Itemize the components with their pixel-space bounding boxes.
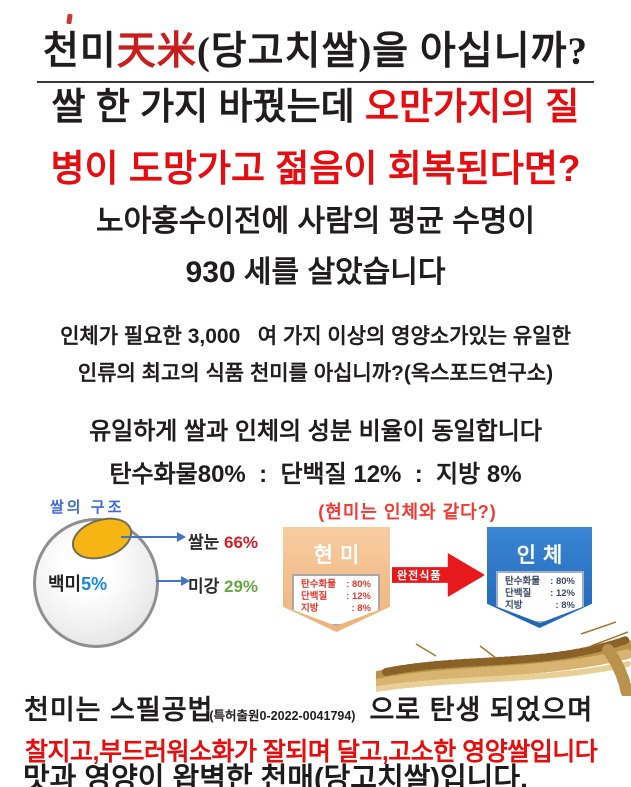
bran-arrow: [156, 580, 182, 582]
headline-line1-red: 오만가지의 질: [364, 86, 580, 127]
taste-claim-line: 찰지고,부드러워소화가 잘되며 달고,고소한 영양쌀입니다: [25, 738, 598, 766]
germ-arrow: [121, 536, 178, 538]
method-text: 천미는 스필공법: [24, 695, 214, 725]
final-claim-line: 맛과 영양이 왑벽한 천매(당고치쌀)입니다.: [23, 763, 529, 787]
germ-text: 쌀눈: [188, 533, 225, 552]
nutrient-row: 탄수화물: 80%: [301, 579, 371, 590]
bran-arrow-head-icon: [181, 576, 190, 586]
headline-line1-black: 쌀 한 가지 바꿨는데: [51, 86, 365, 127]
subhead-line1: 노아홍수이전에 사람의 평균 수명이: [95, 205, 535, 238]
comparison-title: (현미는 인체와 같다?): [318, 502, 497, 522]
page-title: 천미天米(당고치쌀)을 아십니까?: [0, 20, 631, 83]
white-rice-label: 백미5%: [48, 570, 107, 596]
title-hanja: 天米: [116, 30, 197, 73]
main-headline: 쌀 한 가지 바꿨는데 오만가지의 질 병이 도망가고 젊음이 회복된다면?: [0, 76, 631, 200]
ratio-line1: 유일하게 쌀과 인체의 성분 비율이 동일합니다: [89, 418, 542, 445]
title-post: (당고치쌀)을 아십니까?: [196, 30, 588, 73]
title-underline-wrap: 천미天米(당고치쌀)을 아십니까?: [37, 20, 594, 83]
birth-text: 으로 탄생 되었으며: [369, 695, 594, 725]
ratio-statement: 유일하게 쌀과 인체의 성분 비율이 동일합니다 탄수화물80% : 단백질 1…: [0, 410, 631, 496]
patent-number: (특허출원0-2022-0041794): [209, 709, 356, 723]
germ-callout: 쌀눈 66%: [188, 528, 258, 553]
nutrient-row: 단백질: 12%: [505, 588, 575, 599]
nutrition-intro: 인체가 필요한 3,000 여 가지 이상의 영양소가있는 유일한 인류의 최고…: [0, 318, 631, 392]
baekmi-text: 백미: [48, 574, 82, 594]
method-line: 천미는 스필공법 (특허출원0-2022-0041794) 으로 탄생 되었으며: [24, 688, 593, 727]
bran-callout: 미강 29%: [188, 572, 258, 597]
bran-text: 미강: [188, 577, 225, 596]
title-pre: 천미: [43, 30, 117, 73]
nutrition-intro-line1: 인체가 필요한 3,000 여 가지 이상의 영양소가있는 유일한: [60, 325, 571, 348]
human-body-card-title: 인체: [516, 544, 570, 567]
germ-percent: 66%: [224, 533, 259, 552]
rice-structure-title: 쌀의 구조: [50, 499, 125, 516]
complete-food-arrow-label: 완전식품: [397, 570, 442, 582]
germ-arrow-head-icon: [177, 532, 186, 542]
lifespan-subhead: 노아홍수이전에 사람의 평균 수명이 930 세를 살았습니다: [0, 196, 631, 298]
human-body-card: 인체 탄수화물: 80% 단백질: 12% 지방: 8%: [487, 527, 592, 628]
nutrient-row: 단백질: 12%: [301, 591, 371, 602]
nutrition-intro-line2: 인류의 최고의 식품 천미를 아십니까?(옥스포드연구소): [77, 362, 554, 385]
complete-food-arrow: 완전식품: [392, 553, 485, 597]
ratio-line2: 탄수화물80% : 단백질 12% : 지방 8%: [109, 461, 522, 488]
headline-line1: 쌀 한 가지 바꿨는데 오만가지의 질: [0, 76, 631, 138]
baekmi-percent: 5%: [81, 574, 108, 594]
subhead-line2: 930 세를 살았습니다: [185, 256, 446, 289]
nutrient-row: 지방: 8%: [301, 603, 371, 614]
nutrient-row: 탄수화물: 80%: [505, 576, 575, 587]
brown-rice-nutrient-box: 탄수화물: 80% 단백질: 12% 지방: 8%: [292, 574, 380, 626]
brown-rice-card-title: 현미: [313, 544, 367, 567]
nutrient-row: 지방: 8%: [505, 600, 575, 611]
wheat-ears-image: [376, 621, 631, 696]
brown-rice-card: 현미 탄수화물: 80% 단백질: 12% 지방: 8%: [283, 527, 390, 632]
headline-line2: 병이 도망가고 젊음이 회복된다면?: [50, 148, 581, 189]
bran-percent: 29%: [224, 577, 259, 596]
